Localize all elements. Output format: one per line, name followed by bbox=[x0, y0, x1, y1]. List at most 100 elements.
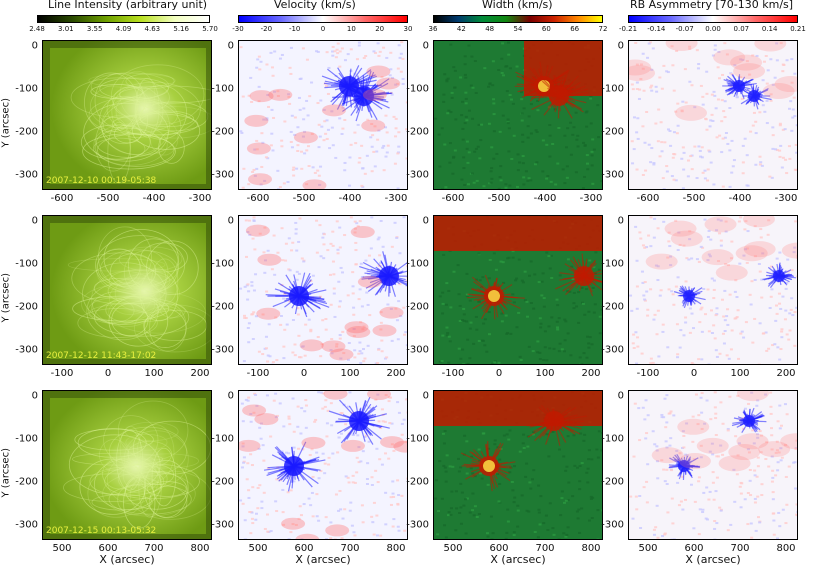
y-tick-label: -300 bbox=[211, 519, 234, 531]
x-tick-label: 800 bbox=[581, 543, 601, 554]
x-tick-label: 700 bbox=[340, 543, 360, 554]
y-tick-label: -300 bbox=[601, 169, 624, 181]
colorbar-gradient-velocity bbox=[238, 15, 408, 23]
y-tick-label: -100 bbox=[15, 433, 38, 445]
intensity-map-row3 bbox=[42, 390, 212, 540]
x-tick-label: 600 bbox=[684, 543, 704, 554]
x-tick-label: 100 bbox=[340, 368, 360, 379]
y-tick-label: -200 bbox=[406, 126, 429, 138]
colorbar-gradient-intensity bbox=[37, 15, 210, 23]
colorbar-tick: 20 bbox=[375, 25, 385, 33]
x-tick-label: -300 bbox=[774, 193, 798, 204]
y-tick-label: -100 bbox=[211, 433, 234, 445]
colorbar-title-width: Width (km/s) bbox=[482, 0, 553, 11]
x-tick-label: 200 bbox=[776, 368, 796, 379]
y-tick-label: -100 bbox=[406, 83, 429, 95]
x-tick-label: 600 bbox=[294, 543, 314, 554]
x-tick-label: 200 bbox=[386, 368, 406, 379]
velocity-map-row2 bbox=[238, 215, 408, 365]
colorbar-tick: 3.55 bbox=[86, 25, 103, 33]
y-tick-label: -100 bbox=[406, 258, 429, 270]
x-tick-label: -600 bbox=[441, 193, 465, 204]
x-tick-label: 500 bbox=[52, 543, 72, 554]
x-tick-label: -100 bbox=[246, 368, 270, 379]
x-tick-label: -500 bbox=[292, 193, 316, 204]
x-tick-label: 0 bbox=[104, 368, 112, 379]
y-tick-label: -100 bbox=[601, 258, 624, 270]
colorbar-tick: 5.70 bbox=[202, 25, 218, 33]
x-tick-label: -600 bbox=[50, 193, 74, 204]
colorbar-tick: 60 bbox=[541, 25, 551, 33]
y-tick-label: -100 bbox=[211, 83, 234, 95]
y-tick-label: 0 bbox=[227, 390, 234, 402]
y-tick-label: -300 bbox=[601, 519, 624, 531]
y-axis-label: Y (arcsec) bbox=[0, 98, 12, 148]
x-tick-label: -400 bbox=[142, 193, 166, 204]
x-axis-label: X (arcsec) bbox=[295, 553, 351, 566]
rb-asymmetry-map-row3 bbox=[628, 390, 798, 540]
y-tick-label: -300 bbox=[15, 344, 38, 356]
y-tick-label: -300 bbox=[211, 169, 234, 181]
y-tick-label: 0 bbox=[617, 215, 624, 227]
y-tick-label: -200 bbox=[406, 476, 429, 488]
x-tick-label: 100 bbox=[144, 368, 164, 379]
x-tick-label: -400 bbox=[533, 193, 557, 204]
colorbar-tick: -30 bbox=[232, 25, 244, 33]
intensity-map-row2 bbox=[42, 215, 212, 365]
x-tick-label: 100 bbox=[730, 368, 750, 379]
colorbar-tick: 2.48 bbox=[29, 25, 45, 33]
x-tick-label: 500 bbox=[443, 543, 463, 554]
y-tick-label: -300 bbox=[406, 169, 429, 181]
colorbar-tick: 4.09 bbox=[115, 25, 132, 33]
y-axis-label: Y (arcsec) bbox=[0, 448, 12, 498]
y-tick-label: -100 bbox=[406, 433, 429, 445]
colorbar-tick: -0.07 bbox=[675, 25, 694, 33]
y-axis-label: Y (arcsec) bbox=[0, 273, 12, 323]
colorbar-tick: 30 bbox=[403, 25, 413, 33]
colorbar-tick: 0.21 bbox=[790, 25, 806, 33]
y-tick-label: -300 bbox=[15, 169, 38, 181]
y-tick-label: -200 bbox=[211, 476, 234, 488]
observation-time-stamp: 2007-12-10 00:19-05:38 bbox=[46, 176, 157, 186]
y-tick-label: -200 bbox=[15, 126, 38, 138]
y-tick-label: -300 bbox=[211, 344, 234, 356]
width-map-row3 bbox=[433, 390, 603, 540]
observation-time-stamp: 2007-12-15 00:13-05:32 bbox=[46, 526, 157, 536]
colorbar-tick: 3.01 bbox=[58, 25, 74, 33]
x-tick-label: 800 bbox=[386, 543, 406, 554]
y-tick-label: -100 bbox=[15, 83, 38, 95]
y-tick-label: -200 bbox=[406, 301, 429, 313]
x-tick-label: 700 bbox=[144, 543, 164, 554]
colorbar-tick: 72 bbox=[598, 25, 608, 33]
y-tick-label: 0 bbox=[227, 40, 234, 52]
x-tick-label: -600 bbox=[246, 193, 270, 204]
y-tick-label: 0 bbox=[422, 215, 429, 227]
y-tick-label: -100 bbox=[15, 258, 38, 270]
colorbar-tick: -0.14 bbox=[647, 25, 666, 33]
width-map-row1 bbox=[433, 40, 603, 190]
y-tick-label: -300 bbox=[601, 344, 624, 356]
y-tick-label: 0 bbox=[31, 390, 38, 402]
x-tick-label: -300 bbox=[384, 193, 408, 204]
y-tick-label: -300 bbox=[406, 344, 429, 356]
y-tick-label: -200 bbox=[601, 126, 624, 138]
x-tick-label: -500 bbox=[487, 193, 511, 204]
x-tick-label: 0 bbox=[690, 368, 698, 379]
y-tick-label: 0 bbox=[227, 215, 234, 227]
colorbar-gradient-rb bbox=[628, 15, 798, 23]
colorbar-tick: 42 bbox=[456, 25, 466, 33]
y-tick-label: -200 bbox=[601, 476, 624, 488]
width-map-row2 bbox=[433, 215, 603, 365]
colorbar-title-rb: RB Asymmetry [70-130 km/s] bbox=[630, 0, 794, 11]
rb-asymmetry-map-row1 bbox=[628, 40, 798, 190]
y-tick-label: 0 bbox=[31, 215, 38, 227]
x-tick-label: 0 bbox=[300, 368, 308, 379]
x-tick-label: 600 bbox=[489, 543, 509, 554]
x-axis-label: X (arcsec) bbox=[490, 553, 546, 566]
colorbar-tick: 36 bbox=[428, 25, 438, 33]
x-tick-label: 800 bbox=[190, 543, 210, 554]
y-tick-label: -200 bbox=[15, 301, 38, 313]
y-tick-label: 0 bbox=[617, 390, 624, 402]
y-tick-label: -200 bbox=[15, 476, 38, 488]
velocity-map-row1 bbox=[238, 40, 408, 190]
